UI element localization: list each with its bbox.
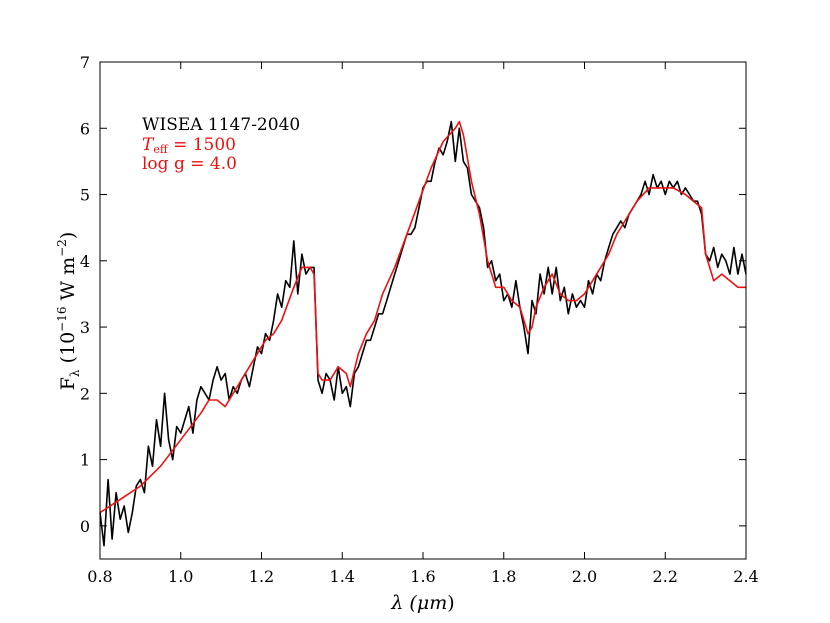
x-tick-label: 1.0 xyxy=(168,567,193,586)
x-tick-label: 2.4 xyxy=(733,567,758,586)
y-tick-label: 4 xyxy=(80,252,90,271)
x-tick-label: 1.4 xyxy=(330,567,355,586)
teff-annotation: Teff = 1500 xyxy=(142,135,236,156)
y-tick-label: 5 xyxy=(80,186,90,205)
y-tick-label: 0 xyxy=(80,517,90,536)
y-axis-label: Fλ (10−16 W m−2) xyxy=(55,232,82,391)
plot-frame xyxy=(99,61,747,560)
object-name-annotation: WISEA 1147-2040 xyxy=(142,115,300,135)
y-tick-labels: 0 1 2 3 4 5 6 7 xyxy=(80,53,90,536)
x-tick-labels: 0.8 1.0 1.2 1.4 1.6 1.8 2.0 2.2 2.4 xyxy=(87,567,758,586)
y-tick-label: 3 xyxy=(80,318,90,337)
x-axis-label: λ (μm) xyxy=(390,592,454,614)
y-tick-label: 1 xyxy=(80,451,90,470)
x-tick-label: 1.2 xyxy=(249,567,274,586)
y-tick-label: 7 xyxy=(80,53,90,72)
x-tick-label: 2.0 xyxy=(572,567,597,586)
y-tick-label: 2 xyxy=(80,384,90,403)
x-tick-label: 0.8 xyxy=(87,567,112,586)
series-layer xyxy=(99,120,747,547)
observed-spectrum-line xyxy=(99,120,747,547)
x-tick-label: 1.8 xyxy=(491,567,516,586)
logg-annotation: log g = 4.0 xyxy=(142,154,237,174)
y-tick-label: 6 xyxy=(80,119,90,138)
x-tick-label: 1.6 xyxy=(410,567,435,586)
x-tick-label: 2.2 xyxy=(653,567,678,586)
model-spectrum-line xyxy=(99,120,746,514)
